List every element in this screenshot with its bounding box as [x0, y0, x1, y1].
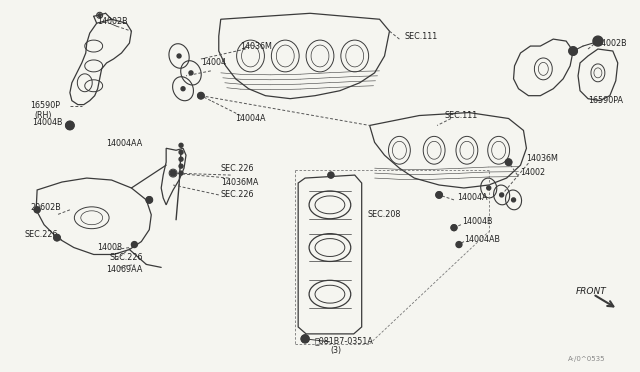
Text: 14036M: 14036M	[527, 154, 558, 163]
Text: 14004B: 14004B	[462, 217, 492, 226]
Circle shape	[451, 225, 457, 231]
Text: 14004AA: 14004AA	[107, 139, 143, 148]
Text: 14004B: 14004B	[32, 118, 63, 127]
Text: SEC.208: SEC.208	[367, 210, 401, 219]
Text: A·/0^0535: A·/0^0535	[568, 356, 605, 362]
Circle shape	[301, 335, 309, 343]
Text: 14004: 14004	[201, 58, 226, 67]
Text: SEC.111: SEC.111	[444, 111, 477, 120]
Circle shape	[179, 171, 183, 175]
Text: 14002B: 14002B	[97, 17, 127, 26]
Circle shape	[593, 36, 603, 46]
Circle shape	[179, 150, 183, 154]
Circle shape	[511, 198, 516, 202]
Text: SEC.226: SEC.226	[24, 230, 58, 239]
Circle shape	[436, 192, 442, 198]
Text: 14008: 14008	[97, 243, 122, 252]
Circle shape	[147, 197, 152, 203]
Text: Ⓑ081B7-0351A: Ⓑ081B7-0351A	[315, 336, 374, 345]
Circle shape	[177, 54, 181, 58]
Circle shape	[131, 241, 138, 247]
Text: 16590P: 16590P	[30, 101, 60, 110]
Text: 14002B: 14002B	[596, 39, 627, 48]
Circle shape	[500, 193, 504, 197]
Circle shape	[506, 159, 511, 165]
Circle shape	[170, 170, 176, 176]
Text: 14004A: 14004A	[457, 193, 488, 202]
Circle shape	[54, 235, 60, 241]
Circle shape	[328, 172, 334, 178]
Text: 14036MA: 14036MA	[221, 177, 258, 186]
Text: SEC.226: SEC.226	[109, 253, 143, 262]
Circle shape	[179, 143, 183, 147]
Text: (3): (3)	[330, 346, 341, 355]
Circle shape	[98, 14, 101, 17]
Text: SEC.226: SEC.226	[221, 164, 254, 173]
Circle shape	[179, 157, 183, 161]
Text: 20602B: 20602B	[30, 203, 61, 212]
Text: 14036M: 14036M	[241, 42, 273, 51]
Text: 16590PA: 16590PA	[588, 96, 623, 105]
Circle shape	[181, 87, 185, 91]
Text: 14002: 14002	[520, 168, 546, 177]
Text: 14004A: 14004A	[236, 114, 266, 123]
Circle shape	[569, 47, 577, 55]
Circle shape	[456, 241, 462, 247]
Text: FRONT: FRONT	[576, 287, 607, 296]
Circle shape	[179, 164, 183, 168]
Circle shape	[66, 122, 74, 129]
Text: (RH): (RH)	[34, 111, 52, 120]
Text: 14004AB: 14004AB	[464, 235, 500, 244]
Text: 14069AA: 14069AA	[107, 265, 143, 274]
Text: SEC.226: SEC.226	[221, 190, 254, 199]
Circle shape	[189, 71, 193, 75]
Text: SEC.111: SEC.111	[404, 32, 438, 41]
Circle shape	[34, 207, 40, 213]
Circle shape	[198, 93, 204, 99]
Circle shape	[487, 186, 491, 190]
